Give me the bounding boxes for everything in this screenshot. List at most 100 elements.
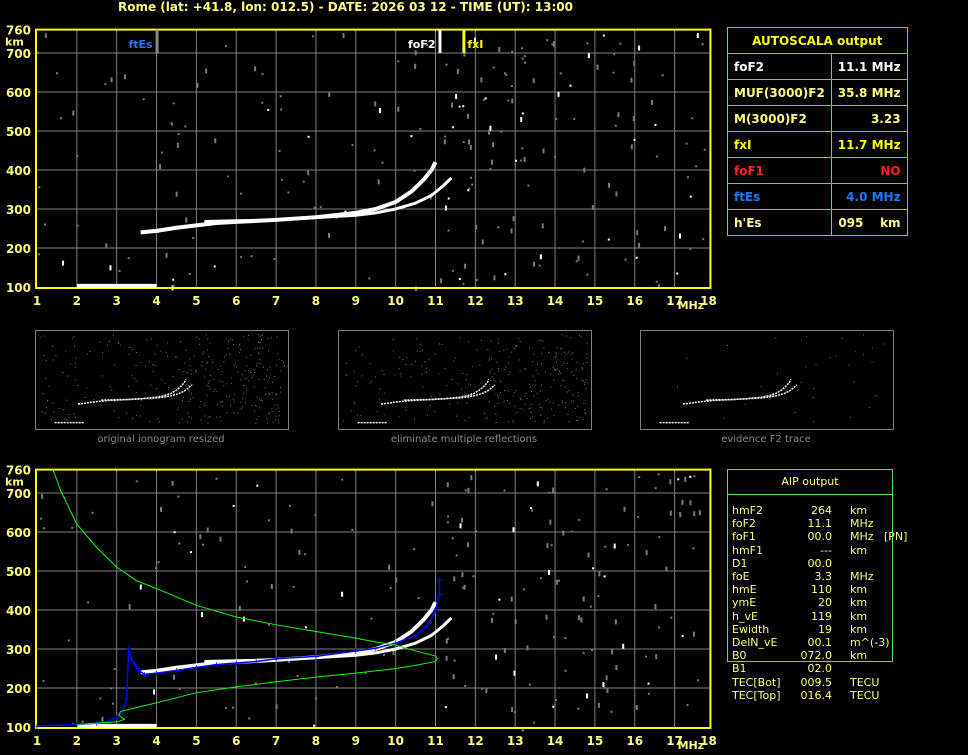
- noise-echo: [118, 270, 121, 273]
- noise-echo: [227, 347, 229, 349]
- noise-echo: [576, 361, 578, 363]
- noise-echo: [489, 125, 492, 131]
- noise-echo: [304, 626, 307, 629]
- noise-echo: [48, 385, 50, 387]
- aip-unit: km: [850, 609, 868, 623]
- noise-echo: [528, 347, 530, 349]
- noise-echo: [40, 517, 43, 520]
- x-tick-label: 14: [547, 734, 564, 748]
- noise-echo: [358, 346, 360, 348]
- noise-echo: [292, 585, 295, 588]
- noise-echo: [794, 411, 796, 413]
- noise-echo: [488, 129, 491, 135]
- noise-echo: [196, 336, 198, 338]
- noise-echo: [259, 363, 261, 365]
- noise-echo: [259, 348, 261, 350]
- noise-echo: [512, 420, 514, 422]
- y-unit-label: km: [5, 476, 24, 489]
- noise-echo: [531, 391, 533, 393]
- noise-echo: [239, 343, 241, 345]
- noise-echo: [280, 387, 282, 389]
- noise-echo: [489, 384, 491, 386]
- autoscaled-point: +: [93, 719, 101, 729]
- noise-echo: [280, 370, 282, 372]
- noise-echo: [498, 46, 501, 52]
- noise-echo: [113, 410, 115, 412]
- noise-echo: [591, 204, 594, 210]
- noise-echo: [353, 370, 355, 372]
- noise-echo: [245, 388, 247, 390]
- noise-echo: [689, 500, 692, 506]
- noise-echo: [555, 351, 557, 353]
- noise-echo: [219, 416, 221, 418]
- noise-echo: [521, 112, 524, 115]
- noise-echo: [655, 155, 658, 158]
- noise-echo: [203, 402, 205, 404]
- noise-echo: [75, 416, 77, 418]
- noise-echo: [278, 422, 280, 424]
- noise-echo: [693, 475, 696, 478]
- noise-echo: [497, 402, 499, 404]
- x-tick-label: 16: [626, 734, 643, 748]
- noise-echo: [262, 366, 264, 368]
- noise-echo: [702, 238, 705, 241]
- noise-echo: [202, 353, 204, 355]
- noise-echo: [558, 370, 560, 372]
- noise-echo: [693, 511, 696, 517]
- noise-echo: [276, 364, 278, 366]
- noise-echo: [397, 60, 400, 63]
- noise-echo: [550, 408, 552, 410]
- aip-value: 19: [818, 622, 832, 636]
- noise-echo: [613, 53, 616, 56]
- noise-echo: [686, 358, 688, 360]
- noise-echo: [195, 371, 197, 373]
- noise-echo: [539, 254, 542, 260]
- noise-echo: [654, 487, 657, 490]
- autoscaled-point: +: [141, 670, 149, 680]
- noise-echo: [510, 351, 512, 353]
- x-tick-label: 6: [232, 294, 240, 308]
- noise-echo: [540, 339, 542, 341]
- noise-echo: [188, 390, 190, 392]
- aip-value: 264: [811, 504, 832, 517]
- noise-echo: [632, 116, 635, 122]
- noise-echo: [515, 346, 517, 348]
- noise-echo: [188, 400, 190, 402]
- noise-echo: [176, 142, 179, 148]
- noise-echo: [558, 579, 561, 582]
- noise-echo: [515, 159, 518, 162]
- autoscaled-point: +: [173, 666, 181, 676]
- noise-echo: [186, 372, 188, 374]
- noise-echo: [161, 151, 164, 154]
- noise-echo: [254, 404, 256, 406]
- noise-echo: [248, 370, 250, 372]
- noise-echo: [585, 388, 587, 390]
- noise-echo: [645, 550, 648, 556]
- noise-echo: [304, 553, 307, 556]
- noise-echo: [192, 397, 194, 399]
- noise-echo: [586, 693, 589, 699]
- noise-echo: [570, 336, 572, 338]
- aip-param: foF2: [732, 517, 756, 531]
- noise-echo: [265, 387, 267, 389]
- noise-echo: [550, 386, 552, 388]
- noise-echo: [177, 133, 180, 136]
- autoscaled-point: +: [135, 666, 143, 676]
- noise-echo: [259, 359, 261, 361]
- thumbnail-no-multiples: [338, 330, 592, 430]
- noise-echo: [536, 392, 538, 394]
- noise-echo: [582, 368, 584, 370]
- noise-echo: [507, 99, 510, 102]
- noise-echo: [503, 647, 506, 653]
- noise-echo: [99, 341, 101, 343]
- noise-echo: [446, 482, 449, 488]
- noise-echo: [171, 480, 174, 486]
- noise-echo: [151, 399, 153, 401]
- noise-echo: [566, 391, 568, 393]
- autoscaled-point: +: [213, 661, 221, 671]
- noise-echo: [75, 366, 77, 368]
- noise-echo: [472, 575, 475, 578]
- noise-echo: [296, 675, 299, 678]
- noise-echo: [256, 419, 258, 421]
